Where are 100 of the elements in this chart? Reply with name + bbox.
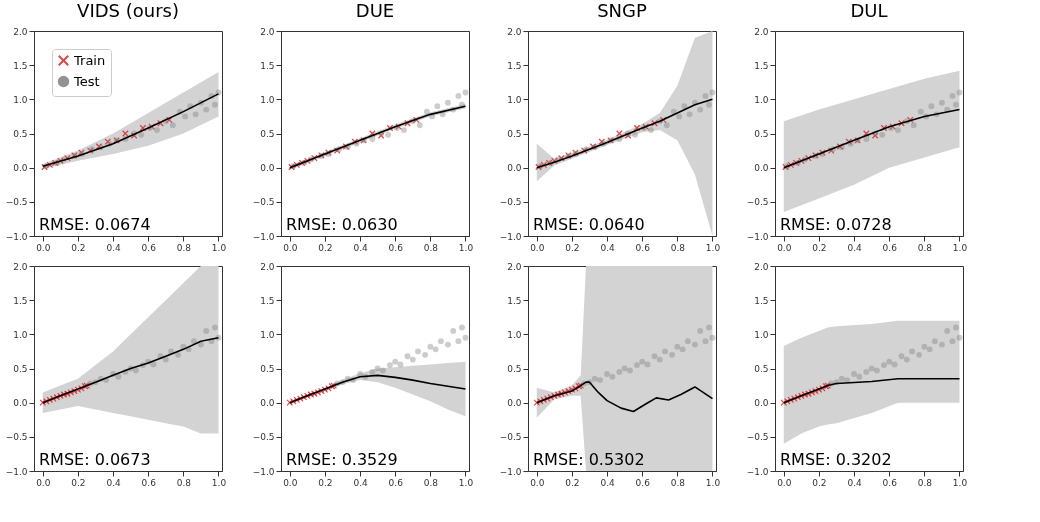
y-tick-label: −1.0: [252, 231, 275, 242]
x-tick-label: 0.0: [530, 242, 545, 253]
y-tick-label: 0.5: [507, 364, 522, 374]
x-tick-label: 0.0: [36, 477, 51, 488]
x-tick-label: 0.8: [917, 477, 933, 488]
x-tick-label: 0.2: [812, 477, 827, 488]
y-tick-label: −0.5: [5, 197, 28, 208]
x-tick-label: 0.4: [600, 477, 615, 488]
y-tick-label: 0.5: [754, 364, 769, 374]
y-tick-label: 0.0: [507, 163, 522, 174]
x-tick-label: 0.6: [388, 242, 404, 253]
x-tick-label: 0.6: [882, 477, 898, 488]
y-tick-label: 2.0: [260, 26, 275, 37]
annotation: RMSE: 0.0728: [780, 215, 892, 234]
y-tick-label: −1.0: [746, 231, 769, 242]
y-tick-label: −0.5: [5, 432, 28, 443]
y-tick-label: 1.0: [754, 329, 769, 340]
legend-label: Test: [73, 73, 100, 89]
x-tick-label: 0.0: [777, 477, 792, 488]
x-tick-label: 0.8: [917, 242, 933, 253]
x-tick-label: 0.4: [847, 477, 862, 488]
x-tick-label: 1.0: [705, 477, 721, 488]
x-tick-label: 0.2: [565, 242, 580, 253]
x-tick-label: 0.6: [388, 477, 404, 488]
y-tick-label: 1.5: [260, 295, 275, 306]
y-tick-label: 0.0: [260, 398, 275, 409]
x-tick-label: 0.0: [283, 242, 298, 253]
y-tick-label: −0.5: [746, 197, 769, 208]
annotation: RMSE: 0.0630: [286, 215, 398, 234]
x-tick-label: 0.6: [141, 242, 157, 253]
x-tick-label: 0.8: [423, 477, 439, 488]
x-tick-label: 0.8: [176, 477, 192, 488]
y-tick-label: −1.0: [5, 231, 28, 242]
y-tick-label: −0.5: [746, 432, 769, 443]
x-tick-label: 0.4: [106, 242, 121, 253]
x-tick-label: 0.8: [176, 242, 192, 253]
y-tick-label: 0.5: [13, 129, 28, 139]
x-tick-label: 0.6: [635, 477, 651, 488]
y-tick-label: 0.0: [13, 163, 28, 174]
y-tick-label: 1.0: [260, 329, 275, 340]
y-tick-label: 1.0: [260, 94, 275, 105]
y-tick-label: 1.5: [754, 60, 769, 71]
y-tick-label: 1.0: [507, 94, 522, 105]
y-tick-label: 1.0: [13, 94, 28, 105]
x-tick-label: 0.0: [283, 477, 298, 488]
x-tick-label: 1.0: [705, 242, 721, 253]
x-tick-label: 1.0: [952, 477, 968, 488]
y-tick-label: 0.5: [260, 364, 275, 374]
y-tick-label: 2.0: [13, 261, 28, 272]
y-tick-label: 1.0: [754, 94, 769, 105]
x-tick-label: 1.0: [458, 242, 474, 253]
x-tick-label: 0.4: [353, 242, 368, 253]
y-tick-label: −1.0: [499, 466, 522, 477]
y-tick-label: 1.5: [507, 60, 522, 71]
y-tick-label: 1.5: [13, 60, 28, 71]
x-tick-label: 1.0: [211, 242, 227, 253]
y-tick-label: 0.5: [13, 364, 28, 374]
x-tick-label: 0.6: [141, 477, 157, 488]
x-tick-label: 0.6: [882, 242, 898, 253]
chart-title: DUE: [355, 0, 395, 21]
y-tick-label: 2.0: [13, 26, 28, 37]
y-tick-label: −0.5: [499, 197, 522, 208]
x-tick-label: 1.0: [952, 242, 968, 253]
annotation: RMSE: 0.5302: [533, 450, 645, 469]
chart-title: VIDS (ours): [77, 0, 179, 21]
y-tick-label: −1.0: [252, 466, 275, 477]
y-tick-label: 0.5: [754, 129, 769, 139]
x-tick-label: 0.8: [670, 477, 686, 488]
x-tick-label: 0.0: [36, 242, 51, 253]
y-tick-label: 2.0: [507, 261, 522, 272]
chart-title: SNGP: [597, 0, 647, 21]
chart-title: DUL: [850, 0, 888, 21]
y-tick-label: −0.5: [499, 432, 522, 443]
x-tick-label: 0.4: [600, 242, 615, 253]
y-tick-label: 0.5: [260, 129, 275, 139]
x-tick-label: 0.4: [847, 242, 862, 253]
y-tick-label: 2.0: [507, 26, 522, 37]
x-tick-label: 0.6: [635, 242, 651, 253]
x-tick-label: 0.2: [318, 477, 333, 488]
y-tick-label: −1.0: [746, 466, 769, 477]
x-tick-label: 0.8: [423, 242, 439, 253]
y-tick-label: 1.5: [260, 60, 275, 71]
annotation: RMSE: 0.0673: [39, 450, 151, 469]
x-tick-label: 0.2: [71, 477, 86, 488]
y-tick-label: 0.0: [507, 398, 522, 409]
y-tick-label: 2.0: [754, 26, 769, 37]
y-tick-label: 0.0: [13, 398, 28, 409]
y-tick-label: 0.0: [754, 163, 769, 174]
x-tick-label: 1.0: [211, 477, 227, 488]
annotation: RMSE: 0.3529: [286, 450, 398, 469]
y-tick-label: 1.5: [754, 295, 769, 306]
y-tick-label: 2.0: [754, 261, 769, 272]
x-tick-label: 0.4: [106, 477, 121, 488]
x-tick-label: 0.2: [71, 242, 86, 253]
y-tick-label: −0.5: [252, 432, 275, 443]
y-tick-label: 1.0: [13, 329, 28, 340]
x-tick-label: 0.2: [565, 477, 580, 488]
y-tick-label: −0.5: [252, 197, 275, 208]
y-tick-label: −1.0: [5, 466, 28, 477]
y-tick-label: 0.0: [754, 398, 769, 409]
